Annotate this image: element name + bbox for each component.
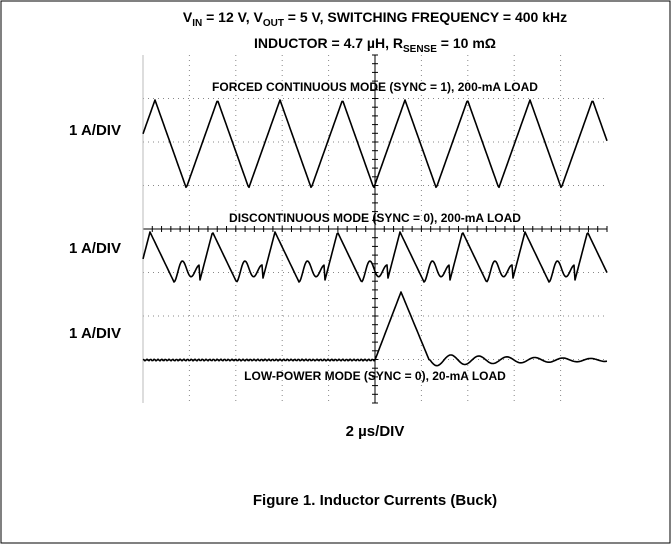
scale-label: 1 A/DIV <box>69 325 121 342</box>
caption: Figure 1. Inductor Currents (Buck) <box>253 492 497 509</box>
waveforms <box>142 99 608 367</box>
title-part: V <box>183 9 193 25</box>
scale-label: 1 A/DIV <box>69 240 121 257</box>
title-sub: OUT <box>263 18 284 29</box>
title-part: = 10 mΩ <box>437 35 496 51</box>
title-line-2: INDUCTOR = 4.7 µH, RSENSE = 10 mΩ <box>254 35 496 55</box>
trace-label: FORCED CONTINUOUS MODE (SYNC = 1), 200-m… <box>212 80 538 94</box>
time-scale: 2 µs/DIV <box>346 423 405 440</box>
trace-label: LOW-POWER MODE (SYNC = 0), 20-mA LOAD <box>244 369 506 383</box>
scale-label: 1 A/DIV <box>69 122 121 139</box>
title-part: = 5 V, SWITCHING FREQUENCY = 400 kHz <box>284 9 567 25</box>
title-line-1: VIN = 12 V, VOUT = 5 V, SWITCHING FREQUE… <box>183 9 567 29</box>
title-sub: IN <box>192 18 202 29</box>
waveform <box>142 291 608 367</box>
title-sub: SENSE <box>403 44 437 55</box>
title-part: = 12 V, V <box>202 9 263 25</box>
scope-grid <box>142 54 608 404</box>
waveform <box>142 231 608 283</box>
trace-label: DISCONTINUOUS MODE (SYNC = 0), 200-mA LO… <box>229 211 521 225</box>
waveform <box>142 99 608 189</box>
title-part: INDUCTOR = 4.7 µH, R <box>254 35 403 51</box>
